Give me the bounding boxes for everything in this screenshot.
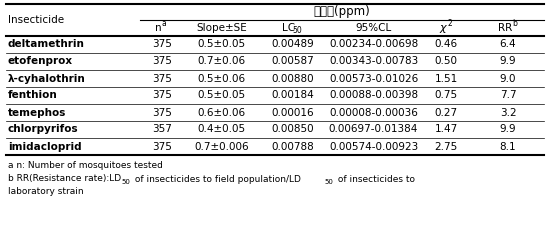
- Text: 8.1: 8.1: [500, 142, 516, 151]
- Text: of insecticides to: of insecticides to: [335, 174, 415, 184]
- Text: 0.00343-0.00783: 0.00343-0.00783: [329, 57, 418, 66]
- Text: etofenprox: etofenprox: [8, 57, 73, 66]
- Text: 0.00573-0.01026: 0.00573-0.01026: [329, 74, 418, 84]
- Text: 0.7±0.006: 0.7±0.006: [194, 142, 249, 151]
- Text: λ-cyhalothrin: λ-cyhalothrin: [8, 74, 86, 84]
- Text: LC: LC: [282, 23, 295, 33]
- Text: Insecticide: Insecticide: [8, 15, 64, 25]
- Text: 0.6±0.06: 0.6±0.06: [197, 108, 245, 118]
- Text: 살충력(ppm): 살충력(ppm): [314, 5, 370, 19]
- Text: 0.4±0.05: 0.4±0.05: [197, 124, 245, 135]
- Text: 357: 357: [152, 124, 173, 135]
- Text: deltamethrin: deltamethrin: [8, 39, 85, 49]
- Text: imidacloprid: imidacloprid: [8, 142, 81, 151]
- Text: 0.00850: 0.00850: [271, 124, 314, 135]
- Text: chlorpyrifos: chlorpyrifos: [8, 124, 79, 135]
- Text: a n: Number of mosquitoes tested: a n: Number of mosquitoes tested: [8, 161, 163, 171]
- Text: fenthion: fenthion: [8, 90, 58, 100]
- Text: 375: 375: [152, 39, 173, 49]
- Text: 0.00788: 0.00788: [271, 142, 314, 151]
- Text: n: n: [155, 23, 162, 33]
- Text: 0.7±0.06: 0.7±0.06: [197, 57, 245, 66]
- Text: Slope±SE: Slope±SE: [196, 23, 247, 33]
- Text: 0.00880: 0.00880: [271, 74, 314, 84]
- Text: 375: 375: [152, 74, 173, 84]
- Text: 0.5±0.05: 0.5±0.05: [197, 39, 245, 49]
- Text: of insecticides to field population/LD: of insecticides to field population/LD: [132, 174, 301, 184]
- Text: 9.9: 9.9: [500, 124, 516, 135]
- Text: 6.4: 6.4: [500, 39, 516, 49]
- Text: 0.50: 0.50: [434, 57, 458, 66]
- Text: RR: RR: [498, 23, 512, 33]
- Text: 0.5±0.05: 0.5±0.05: [197, 90, 245, 100]
- Text: 9.9: 9.9: [500, 57, 516, 66]
- Text: b: b: [513, 20, 518, 28]
- Text: a: a: [161, 20, 166, 28]
- Text: 1.47: 1.47: [434, 124, 458, 135]
- Text: 375: 375: [152, 90, 173, 100]
- Text: 2.75: 2.75: [434, 142, 458, 151]
- Text: 1.51: 1.51: [434, 74, 458, 84]
- Text: 0.00697-0.01384: 0.00697-0.01384: [329, 124, 418, 135]
- Text: 375: 375: [152, 108, 173, 118]
- Text: 7.7: 7.7: [500, 90, 516, 100]
- Text: 0.5±0.06: 0.5±0.06: [197, 74, 245, 84]
- Text: 0.00088-0.00398: 0.00088-0.00398: [329, 90, 418, 100]
- Text: 375: 375: [152, 142, 173, 151]
- Text: laboratory strain: laboratory strain: [8, 187, 84, 196]
- Text: 0.46: 0.46: [434, 39, 458, 49]
- Text: 0.00489: 0.00489: [271, 39, 314, 49]
- Text: b RR(Resistance rate):LD: b RR(Resistance rate):LD: [8, 174, 121, 184]
- Text: 9.0: 9.0: [500, 74, 516, 84]
- Text: 50: 50: [121, 179, 130, 185]
- Text: χ: χ: [439, 23, 446, 33]
- Text: 0.00587: 0.00587: [271, 57, 314, 66]
- Text: 375: 375: [152, 57, 173, 66]
- Text: 0.00016: 0.00016: [271, 108, 314, 118]
- Text: 0.27: 0.27: [434, 108, 458, 118]
- Text: temephos: temephos: [8, 108, 67, 118]
- Text: 95%CL: 95%CL: [355, 23, 392, 33]
- Text: 50: 50: [293, 26, 303, 36]
- Text: 0.00008-0.00036: 0.00008-0.00036: [329, 108, 418, 118]
- Text: 50: 50: [324, 179, 333, 185]
- Text: 2: 2: [448, 20, 452, 28]
- Text: 0.00574-0.00923: 0.00574-0.00923: [329, 142, 418, 151]
- Text: 0.75: 0.75: [434, 90, 458, 100]
- Text: 0.00184: 0.00184: [271, 90, 314, 100]
- Text: 0.00234-0.00698: 0.00234-0.00698: [329, 39, 418, 49]
- Text: 3.2: 3.2: [500, 108, 516, 118]
